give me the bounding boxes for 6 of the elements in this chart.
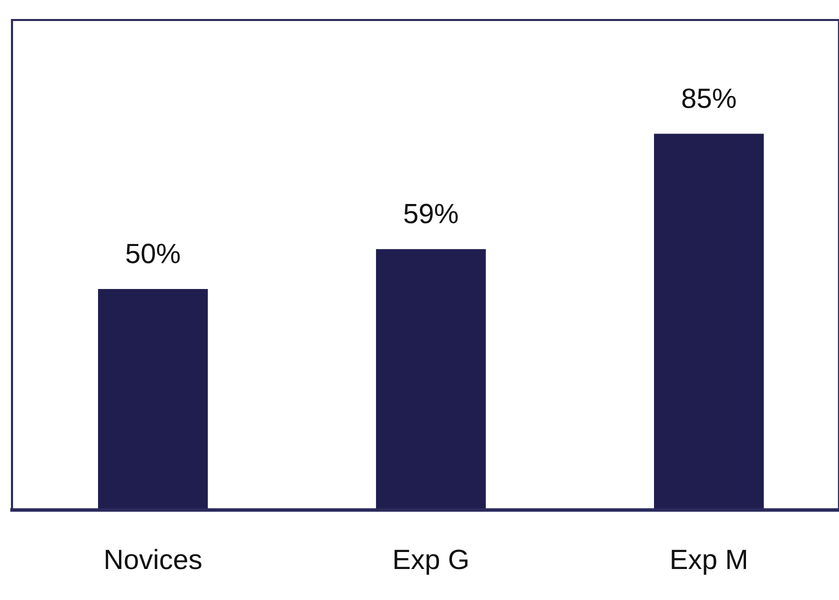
x-tick-label: Exp M bbox=[672, 550, 746, 575]
data-label: 59% bbox=[404, 204, 458, 224]
data-label: 50% bbox=[126, 244, 180, 264]
x-tick-label: Exp G bbox=[394, 550, 468, 575]
x-tick-label: Novices bbox=[106, 548, 202, 570]
data-label: 85% bbox=[682, 88, 736, 108]
